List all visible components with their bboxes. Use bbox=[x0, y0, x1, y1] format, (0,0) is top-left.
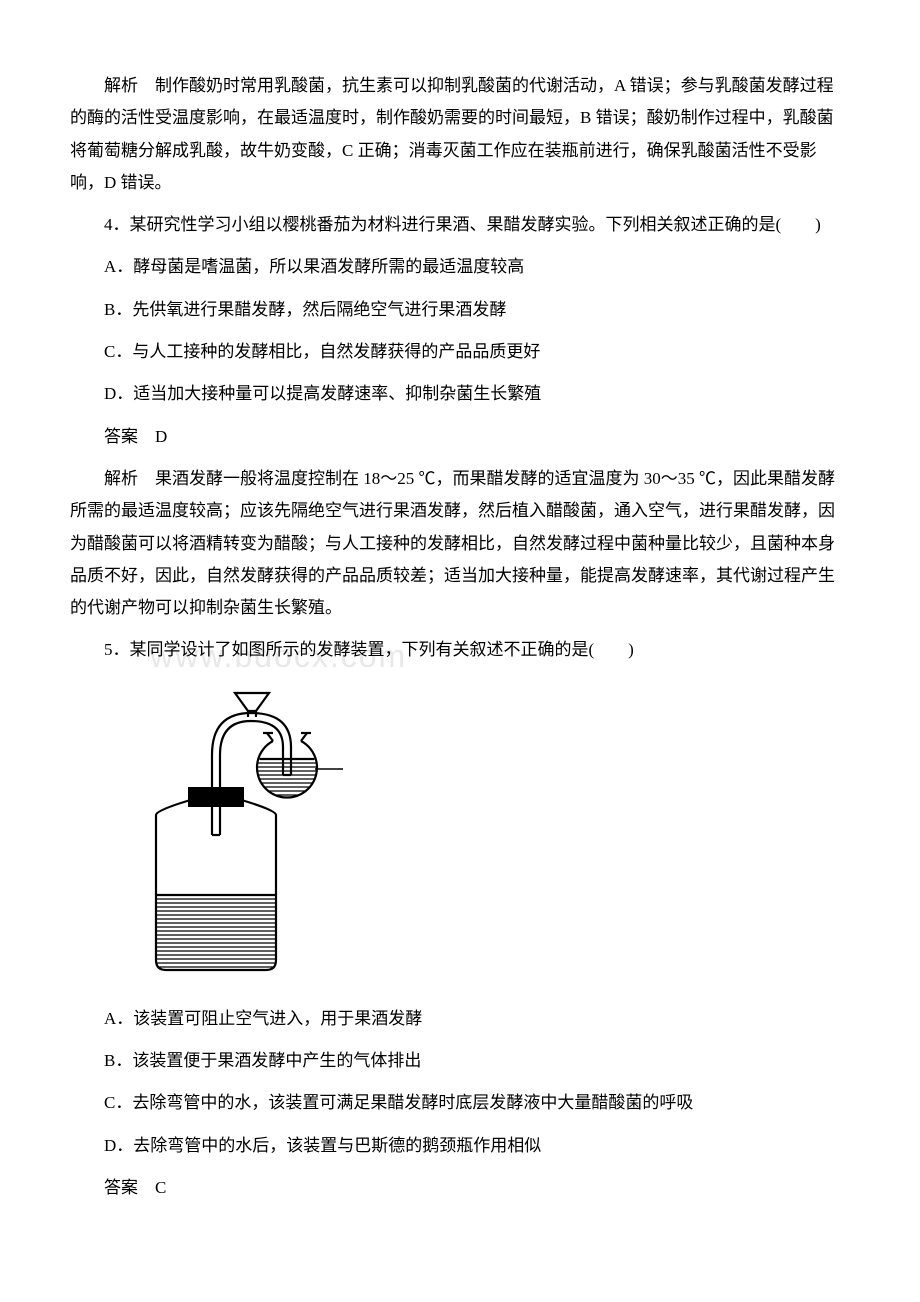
q4-option-a: A．酵母菌是嗜温菌，所以果酒发酵所需的最适温度较高 bbox=[104, 251, 850, 283]
q5-option-b: B．该装置便于果酒发酵中产生的气体排出 bbox=[104, 1045, 850, 1077]
q4-answer: 答案 D bbox=[104, 421, 850, 453]
q4-analysis: 解析 果酒发酵一般将温度控制在 18～25 ℃，而果醋发酵的适宜温度为 30～3… bbox=[70, 463, 850, 624]
q5-answer: 答案 C bbox=[104, 1172, 850, 1204]
q4-option-d: D．适当加大接种量可以提高发酵速率、抑制杂菌生长繁殖 bbox=[104, 378, 850, 410]
q3-analysis: 解析 制作酸奶时常用乳酸菌，抗生素可以抑制乳酸菌的代谢活动，A 错误；参与乳酸菌… bbox=[70, 70, 850, 199]
q5-stem: 5．某同学设计了如图所示的发酵装置，下列有关叙述不正确的是( ) bbox=[70, 634, 850, 666]
q4-stem: 4．某研究性学习小组以樱桃番茄为材料进行果酒、果醋发酵实验。下列相关叙述正确的是… bbox=[70, 209, 850, 241]
q5-option-c: C．去除弯管中的水，该装置可满足果醋发酵时底层发酵液中大量醋酸菌的呼吸 bbox=[104, 1087, 850, 1119]
q4-option-b: B．先供氧进行果醋发酵，然后隔绝空气进行果酒发酵 bbox=[104, 294, 850, 326]
q5-option-a: A．该装置可阻止空气进入，用于果酒发酵 bbox=[104, 1003, 850, 1035]
q5-figure bbox=[121, 685, 850, 985]
q4-option-c: C．与人工接种的发酵相比，自然发酵获得的产品品质更好 bbox=[104, 336, 850, 368]
q5-option-d: D．去除弯管中的水后，该装置与巴斯德的鹅颈瓶作用相似 bbox=[104, 1130, 850, 1162]
